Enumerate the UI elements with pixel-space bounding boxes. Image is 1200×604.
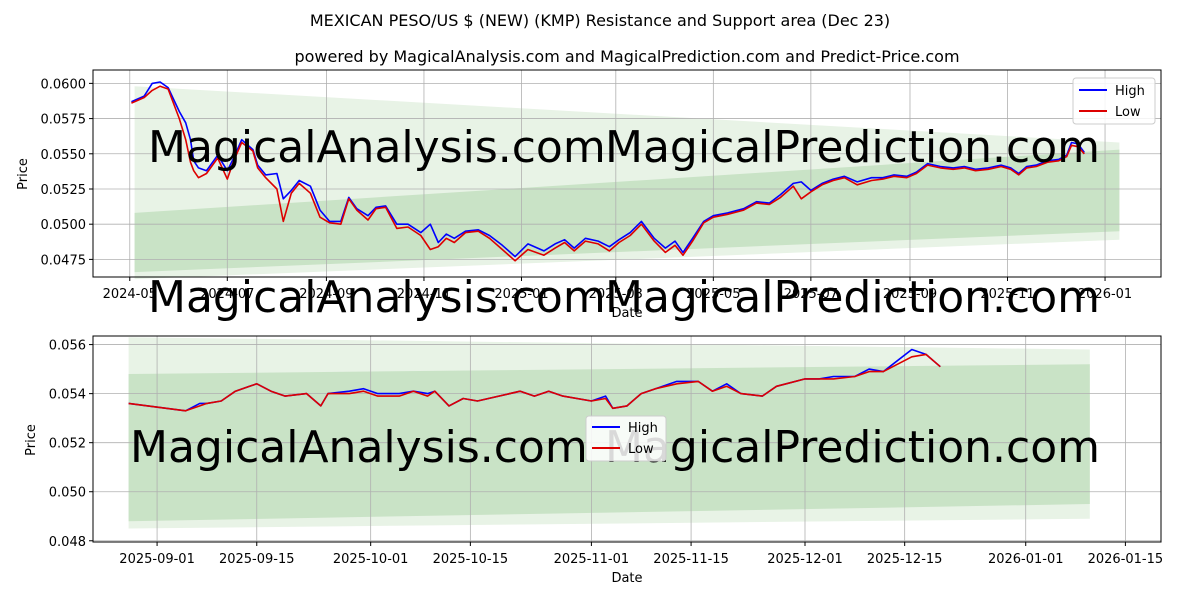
detail-series	[128, 348, 941, 412]
overview-legend-low: Low	[1115, 105, 1141, 120]
mid-watermark-2: MagicalPrediction.com	[605, 272, 1100, 323]
detail-ytick-label: 0.048	[49, 535, 86, 550]
overview-legend-high: High	[1115, 84, 1145, 99]
detail-xtick-label: 2025-12-15	[867, 552, 943, 567]
overview-xtick-label: 2025-07	[784, 287, 838, 302]
overview-ytick-label: 0.0525	[41, 183, 87, 198]
overview-ytick-label: 0.0500	[41, 218, 87, 233]
detail-xtick-label: 2026-01-01	[988, 552, 1064, 567]
detail-ylabel: Price	[24, 424, 39, 456]
overview-ylabel: Price	[16, 158, 31, 190]
detail-xtick-label: 2025-11-01	[554, 552, 630, 567]
overview-xtick-label: 2024-11	[397, 287, 451, 302]
detail-legend: High Low	[585, 415, 667, 462]
detail-series-low	[128, 353, 941, 412]
overview-ytick-label: 0.0575	[41, 113, 87, 128]
overview-ticks: 2024-05 2024-07 2024-09 2024-11 2025-01 2025-…	[41, 77, 1133, 302]
overview-axes-frame	[92, 69, 1162, 278]
detail-xtick-label: 2025-10-15	[433, 552, 509, 567]
detail-xtick-label: 2026-01-15	[1088, 552, 1164, 567]
detail-ytick-label: 0.050	[49, 486, 86, 501]
overview-gridlines	[93, 70, 1161, 277]
chart-title: MEXICAN PESO/US $ (NEW) (KMP) Resistance…	[310, 11, 890, 30]
overview-ytick-label: 0.0600	[41, 77, 87, 92]
detail-xtick-label: 2025-11-15	[653, 552, 729, 567]
overview-series	[131, 81, 1085, 262]
detail-ytick-label: 0.056	[49, 339, 86, 354]
detail-legend-high: High	[628, 421, 658, 436]
detail-watermark-2: MagicalPrediction.com	[605, 422, 1100, 473]
overview-xtick-label: 2025-01	[494, 287, 548, 302]
detail-xtick-label: 2025-12-01	[767, 552, 843, 567]
detail-xtick-label: 2025-10-01	[333, 552, 409, 567]
overview-ytick-label: 0.0475	[41, 253, 87, 268]
detail-xtick-label: 2025-09-01	[119, 552, 195, 567]
detail-ytick-label: 0.052	[49, 437, 86, 452]
detail-xlabel: Date	[611, 571, 642, 586]
overview-xtick-label: 2025-11	[980, 287, 1034, 302]
overview-xlabel: Date	[611, 306, 642, 321]
detail-gridlines	[93, 336, 1161, 542]
detail-ytick-label: 0.054	[49, 388, 86, 403]
detail-axes-frame	[92, 335, 1162, 543]
overview-series-low	[131, 85, 1085, 262]
detail-ticks: 2025-09-01 2025-09-15 2025-10-01 2025-10-15…	[49, 339, 1163, 567]
overview-ytick-label: 0.0550	[41, 148, 87, 163]
overview-watermark-2: MagicalPrediction.com	[605, 122, 1100, 173]
overview-xtick-label: 2024-07	[200, 287, 254, 302]
overview-xtick-label: 2024-09	[299, 287, 353, 302]
overview-watermark-1: MagicalAnalysis.com	[148, 122, 606, 173]
overview-legend: High Low	[1072, 77, 1156, 125]
overview-bands	[134, 86, 1120, 280]
overview-xtick-label: 2026-01	[1078, 287, 1132, 302]
overview-xtick-label: 2025-09	[883, 287, 937, 302]
detail-watermark-1: MagicalAnalysis.com	[130, 422, 588, 473]
detail-legend-low: Low	[628, 442, 654, 457]
overview-xtick-label: 2025-03	[589, 287, 643, 302]
overview-xtick-label: 2025-05	[686, 287, 740, 302]
mid-watermark-1: MagicalAnalysis.com	[148, 272, 606, 323]
overview-xtick-label: 2024-05	[103, 287, 157, 302]
chart-subtitle: powered by MagicalAnalysis.com and Magic…	[294, 47, 959, 66]
detail-xtick-label: 2025-09-15	[219, 552, 295, 567]
